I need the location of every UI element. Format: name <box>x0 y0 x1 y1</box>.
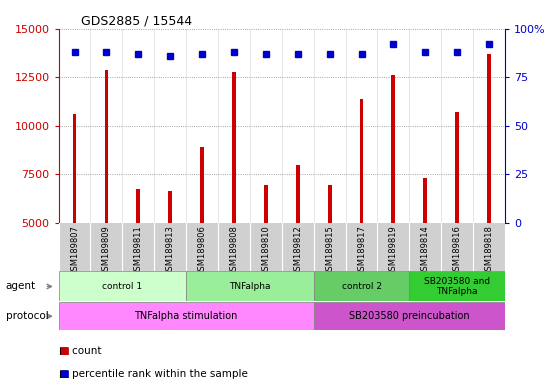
Bar <box>392 75 395 223</box>
Bar <box>487 54 491 223</box>
Text: GSM189811: GSM189811 <box>134 225 143 276</box>
Bar <box>359 99 363 223</box>
Text: GSM189818: GSM189818 <box>484 225 493 276</box>
Bar <box>314 271 410 301</box>
Text: ■ count: ■ count <box>59 346 101 356</box>
Text: ■: ■ <box>59 369 68 379</box>
Bar <box>424 178 427 223</box>
Text: GSM189814: GSM189814 <box>421 225 430 276</box>
Bar <box>59 302 314 330</box>
Text: ■: ■ <box>59 346 68 356</box>
Text: GSM189808: GSM189808 <box>229 225 238 276</box>
Text: TNFalpha stimulation: TNFalpha stimulation <box>134 311 238 321</box>
Bar <box>296 164 300 223</box>
Bar <box>410 271 505 301</box>
Text: ■ percentile rank within the sample: ■ percentile rank within the sample <box>59 369 247 379</box>
Text: control 1: control 1 <box>102 282 142 291</box>
Bar <box>104 70 108 223</box>
Text: GSM189819: GSM189819 <box>389 225 398 276</box>
Text: GSM189809: GSM189809 <box>102 225 111 276</box>
Bar <box>314 302 505 330</box>
Text: control 2: control 2 <box>341 282 382 291</box>
Bar <box>186 271 314 301</box>
Text: GSM189817: GSM189817 <box>357 225 366 276</box>
Text: GSM189807: GSM189807 <box>70 225 79 276</box>
Bar <box>455 112 459 223</box>
Bar <box>200 147 204 223</box>
Bar <box>136 189 140 223</box>
Text: GSM189810: GSM189810 <box>261 225 270 276</box>
Bar <box>328 185 331 223</box>
Text: SB203580 preincubation: SB203580 preincubation <box>349 311 470 321</box>
Bar <box>73 114 76 223</box>
Text: GSM189813: GSM189813 <box>166 225 175 276</box>
Text: GSM189816: GSM189816 <box>453 225 461 276</box>
Text: GSM189806: GSM189806 <box>198 225 206 276</box>
Text: protocol: protocol <box>6 311 49 321</box>
Text: GSM189815: GSM189815 <box>325 225 334 276</box>
Bar <box>264 185 268 223</box>
Bar <box>232 73 236 223</box>
Bar <box>169 191 172 223</box>
Bar <box>59 271 186 301</box>
Text: agent: agent <box>6 281 36 291</box>
Text: GDS2885 / 15544: GDS2885 / 15544 <box>81 15 192 28</box>
Text: GSM189812: GSM189812 <box>294 225 302 276</box>
Text: TNFalpha: TNFalpha <box>229 282 271 291</box>
Text: SB203580 and
TNFalpha: SB203580 and TNFalpha <box>424 277 490 296</box>
